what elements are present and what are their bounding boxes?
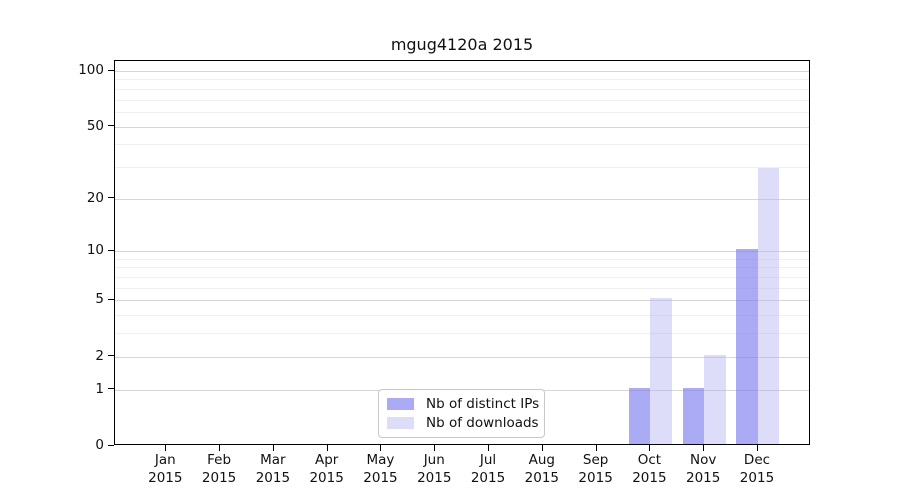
- y-tick-mark-0: [108, 444, 114, 446]
- bar-distinct-ips-oct: [628, 387, 651, 444]
- y-tick-label-2: 2: [95, 347, 104, 364]
- gridline-minor-80: [115, 88, 809, 90]
- x-tick-label-jan: Jan 2015: [148, 452, 183, 486]
- y-tick-mark-20: [108, 197, 114, 199]
- x-tick-label-dec: Dec 2015: [739, 452, 775, 486]
- gridline-major-50: [115, 126, 809, 128]
- x-tick-label-jun: Jun 2015: [417, 452, 452, 486]
- x-tick-label-nov: Nov 2015: [686, 452, 721, 486]
- x-tick-mark-nov: [703, 445, 705, 451]
- y-tick-label-10: 10: [86, 242, 104, 259]
- y-tick-label-50: 50: [86, 117, 104, 134]
- gridline-major-2: [115, 356, 809, 358]
- legend: Nb of distinct IPs Nb of downloads: [378, 389, 545, 438]
- gridline-minor-7: [115, 277, 809, 279]
- gridline-minor-90: [115, 79, 809, 81]
- x-tick-mark-aug: [541, 445, 543, 451]
- gridline-minor-70: [115, 99, 809, 101]
- plot-area: [114, 60, 810, 445]
- x-tick-mark-jul: [488, 445, 490, 451]
- gridline-minor-4: [115, 315, 809, 317]
- y-tick-label-1: 1: [95, 380, 104, 397]
- x-tick-label-jul: Jul 2015: [470, 452, 506, 486]
- bar-downloads-oct: [650, 298, 672, 444]
- gridline-major-100: [115, 71, 809, 72]
- gridline-major-20: [115, 198, 809, 200]
- y-tick-mark-10: [108, 249, 114, 251]
- gridline-minor-8: [115, 267, 809, 269]
- x-tick-mark-jan: [165, 445, 167, 451]
- gridline-minor-60: [115, 111, 809, 113]
- x-tick-label-apr: Apr 2015: [309, 452, 344, 486]
- y-tick-label-5: 5: [95, 291, 104, 308]
- chart-title: mgug4120a 2015: [390, 35, 534, 54]
- x-tick-label-feb: Feb 2015: [201, 452, 237, 486]
- y-tick-label-20: 20: [86, 189, 104, 206]
- y-tick-mark-2: [108, 355, 114, 357]
- bar-downloads-nov: [704, 354, 726, 444]
- x-tick-label-may: May 2015: [363, 452, 398, 486]
- legend-swatch-distinct-ips: [387, 397, 414, 410]
- legend-item-downloads: Nb of downloads: [387, 415, 539, 432]
- gridline-major-10: [115, 251, 809, 253]
- legend-item-distinct-ips: Nb of distinct IPs: [387, 395, 540, 412]
- bar-distinct-ips-nov: [682, 387, 705, 444]
- gridline-minor-30: [115, 166, 809, 168]
- y-tick-label-100: 100: [78, 62, 104, 78]
- bar-downloads-dec: [757, 167, 780, 444]
- x-tick-mark-feb: [219, 445, 221, 451]
- legend-label-distinct-ips: Nb of distinct IPs: [426, 395, 540, 412]
- y-tick-mark-5: [108, 298, 114, 300]
- y-tick-mark-50: [108, 125, 114, 127]
- x-tick-mark-may: [380, 445, 382, 451]
- legend-swatch-downloads: [387, 417, 414, 430]
- y-tick-mark-1: [108, 388, 114, 390]
- x-tick-mark-apr: [326, 445, 328, 451]
- legend-label-downloads: Nb of downloads: [426, 415, 539, 432]
- x-tick-mark-dec: [756, 445, 758, 451]
- gridline-major-5: [115, 300, 809, 302]
- gridline-minor-9: [115, 258, 809, 260]
- gridline-minor-6: [115, 287, 809, 289]
- x-tick-mark-mar: [272, 445, 274, 451]
- y-tick-label-0: 0: [95, 437, 104, 453]
- x-tick-label-aug: Aug 2015: [524, 452, 559, 486]
- gridline-minor-40: [115, 144, 809, 146]
- y-tick-mark-100: [108, 69, 114, 71]
- x-tick-mark-sep: [595, 445, 597, 451]
- x-tick-label-sep: Sep 2015: [578, 452, 613, 486]
- bar-distinct-ips-dec: [736, 249, 758, 444]
- x-tick-mark-jun: [434, 445, 436, 451]
- gridline-minor-3: [115, 333, 809, 335]
- x-tick-label-mar: Mar 2015: [255, 452, 291, 486]
- x-tick-label-oct: Oct 2015: [632, 452, 667, 486]
- x-tick-mark-oct: [649, 445, 651, 451]
